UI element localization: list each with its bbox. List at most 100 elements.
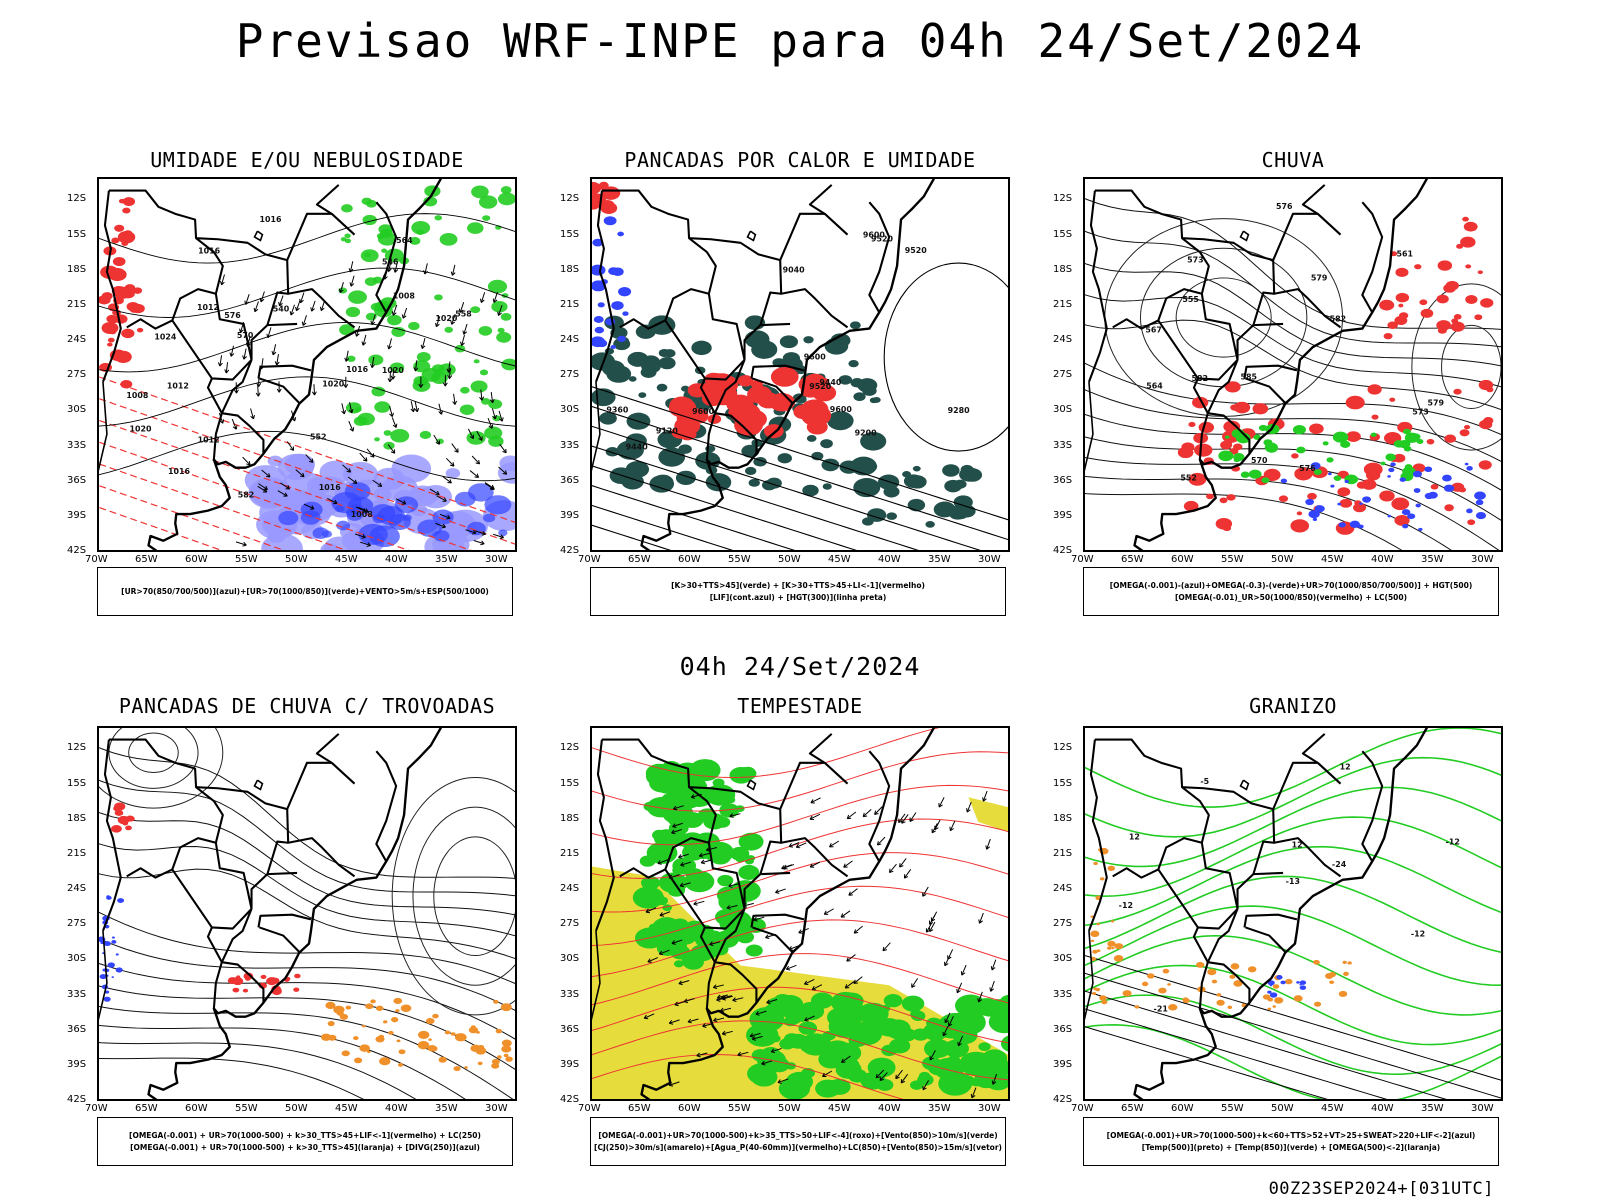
border-line	[1301, 184, 1342, 236]
lon-tick-label: 50W	[1271, 554, 1294, 565]
wind-arrowhead	[960, 971, 966, 976]
shaded-cell	[344, 233, 351, 239]
lat-tick-label: 39S	[1053, 509, 1073, 521]
shaded-cell	[1229, 974, 1236, 979]
wind-arrowhead	[447, 374, 453, 379]
shaded-cell	[107, 962, 115, 968]
wind-arrow	[355, 506, 367, 512]
wind-arrowhead	[737, 1051, 742, 1057]
shaded-cell	[1343, 971, 1349, 976]
wind-arrow	[245, 294, 250, 305]
streamlines	[1085, 198, 1501, 550]
contour-line	[99, 376, 515, 523]
wind-arrowhead	[942, 1031, 947, 1037]
wind-arrowhead	[499, 534, 504, 540]
shaded-cell	[500, 186, 512, 194]
border-line	[752, 377, 793, 404]
shaded-cell	[365, 1003, 374, 1010]
shaded-cell	[107, 342, 113, 347]
border-line	[619, 318, 666, 330]
contour-label: 576	[1276, 202, 1293, 211]
lat-tick-label: 33S	[67, 439, 87, 451]
shaded-cell	[1111, 946, 1115, 950]
shaded-cell	[611, 267, 624, 276]
wind-arrowhead	[343, 384, 349, 388]
lat-tick-label: 30S	[67, 404, 87, 416]
shaded-cell	[390, 429, 410, 443]
shaded-cell	[459, 404, 475, 415]
wind-arrow	[402, 307, 408, 319]
contour-label: -12	[1411, 930, 1425, 939]
shaded-cell	[719, 803, 740, 818]
lat-tick-label: 12S	[67, 193, 87, 205]
shaded-cell	[722, 910, 752, 932]
wind-arrow	[944, 1012, 951, 1023]
lon-tick-label: 60W	[678, 554, 701, 565]
shaded-cell	[691, 383, 709, 397]
shaded-cell	[673, 960, 684, 968]
wind-arrow	[777, 1078, 789, 1084]
shaded-cell	[1294, 467, 1313, 481]
closed-contour	[883, 262, 1008, 452]
shaded-cell	[806, 434, 817, 442]
wind-arrow	[786, 964, 797, 970]
shaded-cell	[327, 1020, 335, 1027]
wind-arrowhead	[370, 363, 375, 368]
contour-label: 9520	[905, 246, 928, 255]
shaded-cell	[345, 306, 361, 318]
wind-arrow	[484, 483, 495, 490]
wind-arrow	[986, 838, 991, 850]
wind-arrow	[679, 882, 691, 887]
contour-label: 552	[1180, 474, 1197, 483]
shaded-cell	[592, 181, 602, 195]
wind-arrow	[645, 907, 657, 913]
lon-tick-label: 40W	[1371, 554, 1394, 565]
wind-arrowhead	[823, 910, 829, 915]
wind-arrowhead	[246, 460, 251, 466]
andes-border	[1085, 381, 1094, 472]
lon-tick-label: 50W	[778, 1103, 801, 1114]
wind-arrow	[657, 859, 669, 865]
wind-arrowhead	[882, 946, 888, 952]
shaded-cell	[429, 1045, 438, 1052]
streamline	[99, 779, 515, 897]
hgt-closed-contour	[883, 262, 1008, 452]
lon-tick-label: 65W	[135, 1103, 158, 1114]
shaded-cell	[682, 954, 704, 970]
contour-line	[592, 818, 1008, 879]
lon-tick-label: 40W	[1371, 1103, 1394, 1114]
legend-line: [OMEGA(-0.001) + UR>70(1000-500) + k>30_…	[129, 1130, 481, 1140]
wind-arrowhead	[978, 919, 983, 924]
wind-arrow	[305, 454, 314, 463]
shaded-cell	[120, 380, 133, 389]
shaded-cell	[1399, 477, 1406, 482]
wind-arrow	[388, 260, 392, 272]
wind-arrow	[254, 301, 259, 312]
shaded-cell	[1419, 299, 1428, 306]
wind-arrow	[354, 533, 366, 538]
shaded-cell	[370, 504, 396, 522]
geography	[592, 179, 936, 550]
wind-arrowhead	[929, 1055, 934, 1061]
lon-tick-label: 70W	[578, 1103, 601, 1114]
lon-tick-label: 45W	[335, 554, 358, 565]
streamline	[1085, 294, 1501, 388]
wind-arrow	[493, 533, 504, 539]
closed-contour	[412, 806, 515, 986]
wind-arrowhead	[346, 468, 352, 473]
shaded-cell	[1467, 519, 1476, 526]
shaded-cell	[1327, 472, 1332, 476]
border-line	[1245, 377, 1286, 404]
shaded-cell	[374, 401, 391, 413]
panel-title-pancadas-calor: PANCADAS POR CALOR E UMIDADE	[624, 148, 976, 172]
wind-arrowhead	[809, 815, 815, 821]
wind-arrowhead	[401, 314, 407, 319]
contour-line	[99, 322, 515, 373]
temp850-contours	[1085, 728, 1501, 1099]
shaded-cell	[622, 311, 629, 316]
border-line	[750, 364, 805, 379]
shaded-cell	[1134, 1005, 1140, 1009]
shaded-cell	[344, 482, 371, 501]
shaded-cell	[1313, 959, 1320, 965]
wind-arrowhead	[256, 382, 262, 387]
